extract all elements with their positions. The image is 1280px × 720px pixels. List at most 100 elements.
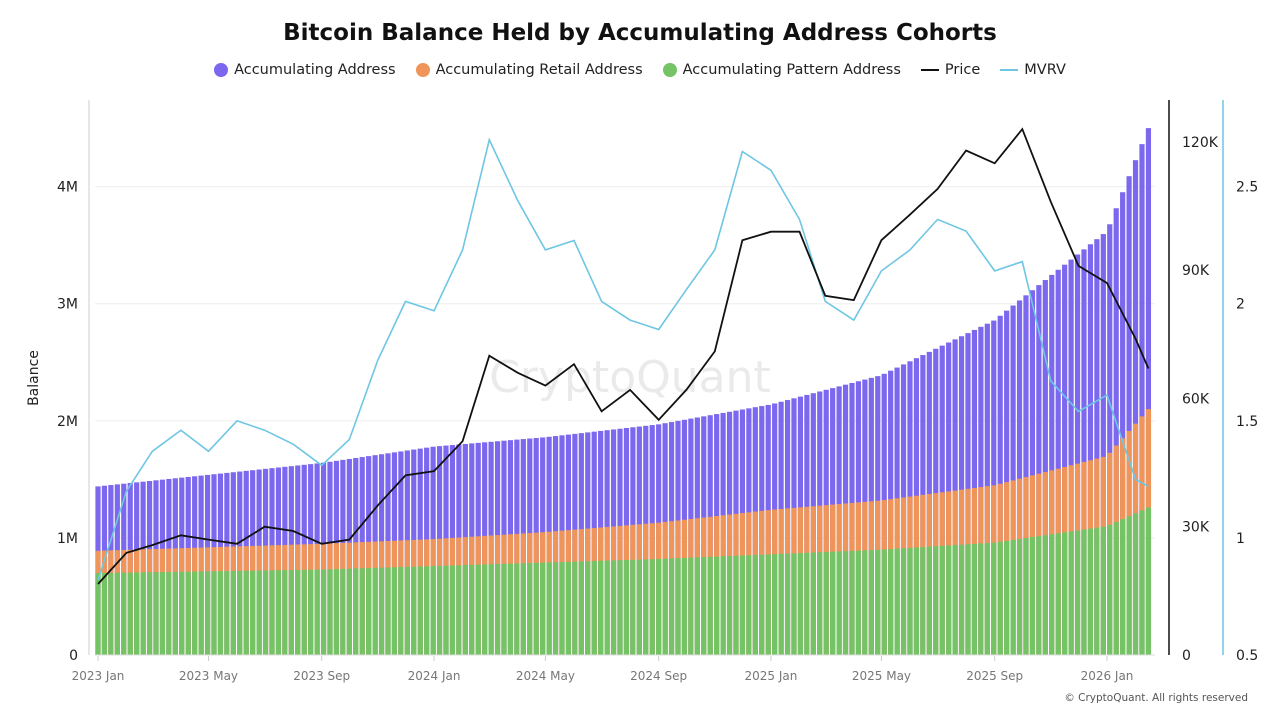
- bar-accumulating: [1120, 192, 1126, 655]
- bar-pattern: [939, 545, 945, 655]
- bar-pattern: [237, 570, 243, 655]
- bar-pattern: [572, 561, 578, 655]
- bar-pattern: [456, 565, 462, 655]
- bar-pattern: [836, 551, 842, 655]
- bar-pattern: [694, 557, 700, 655]
- bar-pattern: [482, 564, 488, 655]
- bar-pattern: [1004, 540, 1010, 655]
- bar-accumulating: [1036, 285, 1042, 655]
- bar-accumulating: [1100, 234, 1106, 655]
- price-line: [97, 127, 1150, 585]
- legend-label: Price: [944, 62, 981, 78]
- bar-pattern: [346, 568, 352, 655]
- bar-pattern: [385, 567, 391, 655]
- bar-pattern: [746, 555, 752, 655]
- x-tick-label: 2025 May: [852, 669, 911, 683]
- bar-pattern: [1094, 527, 1100, 655]
- bar-pattern: [443, 565, 449, 655]
- bar-pattern: [900, 548, 907, 655]
- bar-pattern: [398, 567, 404, 655]
- bar-pattern: [875, 549, 881, 655]
- x-tick-label: 2024 Jan: [408, 669, 461, 683]
- bar-accumulating: [1068, 259, 1074, 655]
- bar-accumulating: [1049, 274, 1055, 655]
- bar-pattern: [449, 565, 456, 655]
- bar-pattern: [469, 564, 475, 655]
- bar-pattern: [243, 570, 249, 655]
- legend-swatch: [415, 63, 430, 77]
- bar-pattern: [1107, 524, 1113, 655]
- bar-pattern: [295, 569, 301, 655]
- bar-pattern: [146, 572, 153, 655]
- legend-item-mvrv[interactable]: MVRV: [1000, 62, 1066, 78]
- legend-swatch: [214, 63, 229, 77]
- bar-pattern: [842, 551, 849, 655]
- x-tick-label: 2024 May: [516, 669, 575, 683]
- bar-pattern: [372, 567, 378, 655]
- bar-pattern: [424, 566, 430, 655]
- bar-pattern: [688, 557, 694, 655]
- x-tick-label: 2026 Jan: [1081, 669, 1134, 683]
- bar-pattern: [585, 561, 591, 655]
- bar-pattern: [817, 552, 823, 655]
- bar-pattern: [1081, 529, 1087, 655]
- bar-pattern: [920, 547, 926, 655]
- y-axis-label: Balance: [26, 350, 42, 406]
- bar-pattern: [101, 572, 108, 655]
- bar-pattern: [739, 555, 746, 655]
- bar-pattern: [179, 571, 185, 655]
- bar-accumulating: [1107, 224, 1113, 656]
- bar-pattern: [172, 571, 178, 655]
- bar-pattern: [933, 546, 939, 655]
- bar-pattern: [823, 551, 829, 655]
- bar-pattern: [991, 542, 997, 655]
- bar-pattern: [308, 569, 314, 655]
- x-tick-label: 2023 Jan: [72, 669, 125, 683]
- bar-pattern: [275, 570, 282, 655]
- legend-item-accumulating[interactable]: Accumulating Address: [214, 62, 396, 78]
- bar-pattern: [166, 571, 172, 655]
- bar-pattern: [153, 572, 159, 655]
- bar-pattern: [333, 569, 340, 655]
- bar-pattern: [552, 562, 559, 655]
- legend-item-retail[interactable]: Accumulating Retail Address: [415, 62, 643, 78]
- bar-pattern: [320, 569, 327, 655]
- bar-pattern: [314, 569, 320, 655]
- bar-accumulating: [1042, 280, 1048, 655]
- legend-item-pattern[interactable]: Accumulating Pattern Address: [662, 62, 901, 78]
- bar-pattern: [514, 563, 520, 655]
- x-tick-label: 2023 May: [179, 669, 238, 683]
- bar-pattern: [578, 561, 584, 655]
- bar-pattern: [114, 572, 120, 655]
- bar-pattern: [765, 554, 771, 655]
- bar-pattern: [668, 558, 675, 655]
- bar-pattern: [604, 560, 610, 655]
- bar-pattern: [1145, 507, 1152, 655]
- bar-pattern: [952, 545, 958, 655]
- bar-pattern: [630, 559, 636, 655]
- bar-accumulating: [1094, 239, 1100, 655]
- bar-accumulating: [1139, 144, 1145, 655]
- bar-pattern: [121, 572, 127, 655]
- bar-pattern: [926, 546, 932, 655]
- bar-pattern: [520, 563, 526, 655]
- bar-pattern: [662, 558, 668, 655]
- bar-pattern: [140, 572, 146, 655]
- bar-pattern: [340, 568, 346, 655]
- bar-accumulating: [1023, 295, 1029, 655]
- bar-pattern: [643, 559, 649, 655]
- bar-pattern: [134, 572, 140, 655]
- legend-label: Accumulating Address: [234, 62, 396, 78]
- bar-pattern: [436, 565, 443, 655]
- bar-pattern: [559, 561, 565, 655]
- bar-accumulating: [1132, 160, 1139, 655]
- bar-pattern: [681, 557, 688, 655]
- legend-item-price[interactable]: Price: [920, 62, 981, 78]
- bar-pattern: [894, 548, 900, 655]
- bar-pattern: [971, 543, 978, 655]
- bar-pattern: [810, 552, 816, 655]
- mvrv-tick-label: 0.5: [1236, 648, 1258, 664]
- bar-pattern: [217, 571, 224, 655]
- bar-pattern: [714, 556, 720, 655]
- bar-pattern: [855, 550, 862, 655]
